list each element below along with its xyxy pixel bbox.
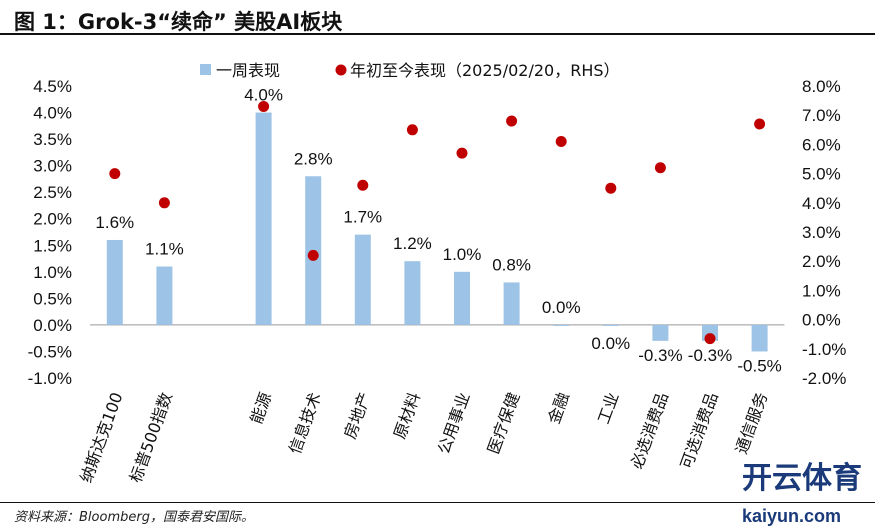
source-note: 资料来源：Bloomberg，国泰君安国际。	[14, 510, 254, 525]
dot	[109, 168, 121, 180]
title-rule	[0, 33, 875, 35]
category-label: 信息技术	[285, 390, 325, 457]
legend-swatch-bar	[200, 64, 211, 75]
y-right-tick-label: 8.0%	[802, 77, 841, 96]
dot	[704, 333, 716, 345]
y-left-tick-label: -1.0%	[28, 369, 72, 388]
category-label: 通信服务	[732, 390, 772, 457]
category-label: 能源	[247, 390, 276, 427]
watermark-url: kaiyun.com	[742, 506, 842, 526]
chart: -1.0% -0.5% 0.0% 0.5% 1.0% 1.5% 2.0% 2.5% 3.0% 3.…	[28, 61, 847, 485]
category-label: 金融	[544, 390, 573, 427]
y-left-tick-label: 4.5%	[33, 77, 72, 96]
data-label: -0.5%	[737, 356, 781, 375]
dot	[605, 182, 617, 194]
watermark-brand: 开云体育	[742, 462, 862, 495]
y-right-tick-label: 6.0%	[802, 135, 841, 154]
y-right-tick-label: -2.0%	[802, 369, 846, 388]
dot	[158, 197, 170, 209]
bar	[454, 271, 470, 325]
category-label: 可选消费品	[677, 390, 722, 472]
legend-swatch-dot	[335, 64, 347, 76]
data-label: 1.7%	[343, 208, 382, 227]
category-label: 公用事业	[434, 390, 474, 457]
category-label: 原材料	[390, 390, 424, 442]
y-right-tick-label: 7.0%	[802, 106, 841, 125]
data-label: 2.8%	[294, 149, 333, 168]
y-left-tick-label: -0.5%	[28, 342, 72, 361]
bar	[255, 112, 272, 325]
y-left-tick-label: 3.0%	[33, 157, 72, 176]
y-right-tick-label: 4.0%	[802, 194, 841, 213]
y-left-tick-label: 3.5%	[33, 130, 72, 149]
data-label: 0.0%	[591, 334, 630, 353]
dot	[307, 249, 319, 261]
y-right-tick-label: 2.0%	[802, 252, 841, 271]
dot	[555, 135, 567, 147]
bar	[404, 261, 421, 325]
category-label: 纳斯达克100	[76, 390, 126, 485]
y-left-tick-label: 0.5%	[33, 289, 72, 308]
bar	[751, 324, 768, 352]
category-label: 房地产	[340, 390, 374, 442]
data-label: -0.3%	[688, 346, 732, 365]
data-label: 4.0%	[244, 86, 283, 105]
category-label: 标普500指数	[126, 390, 176, 485]
bar	[354, 234, 371, 325]
footer-rule	[0, 502, 875, 503]
bar	[106, 239, 123, 325]
y-left-tick-label: 2.5%	[33, 183, 72, 202]
category-label: 工业	[594, 390, 623, 427]
dot	[357, 179, 369, 191]
dot	[506, 115, 518, 127]
bar	[553, 324, 570, 326]
dot	[754, 118, 766, 130]
dot	[456, 147, 468, 159]
data-label: -0.3%	[638, 346, 682, 365]
dot	[406, 124, 418, 136]
category-label: 医疗保健	[484, 390, 524, 457]
y-left-tick-label: 0.0%	[33, 316, 72, 335]
category-label: 必选消费品	[627, 390, 672, 472]
legend-label-dot: 年初至今表现（2025/02/20，RHS）	[350, 61, 620, 80]
data-label: 1.0%	[443, 245, 482, 264]
bar	[503, 282, 520, 325]
data-label: 1.6%	[95, 213, 134, 232]
legend-label-bar: 一周表现	[216, 61, 280, 80]
figure-title: 图 1：Grok-3“续命” 美股AI板块	[14, 10, 343, 34]
y-right-tick-label: 3.0%	[802, 223, 841, 242]
data-label: 0.8%	[492, 255, 531, 274]
y-left-tick-label: 1.0%	[33, 263, 72, 282]
data-label: 1.2%	[393, 234, 432, 253]
dot	[654, 162, 666, 174]
y-right-tick-label: -1.0%	[802, 340, 846, 359]
y-left-tick-label: 2.0%	[33, 210, 72, 229]
y-left-tick-label: 1.5%	[33, 236, 72, 255]
dot	[258, 100, 270, 112]
bar	[156, 266, 173, 325]
y-right-tick-label: 5.0%	[802, 165, 841, 184]
bar	[652, 324, 669, 341]
data-label: 1.1%	[145, 240, 184, 259]
y-right-tick-label: 0.0%	[802, 311, 841, 330]
y-right-tick-label: 1.0%	[802, 281, 841, 300]
data-label: 0.0%	[542, 298, 581, 317]
y-left-tick-label: 4.0%	[33, 104, 72, 123]
bar	[602, 324, 619, 326]
